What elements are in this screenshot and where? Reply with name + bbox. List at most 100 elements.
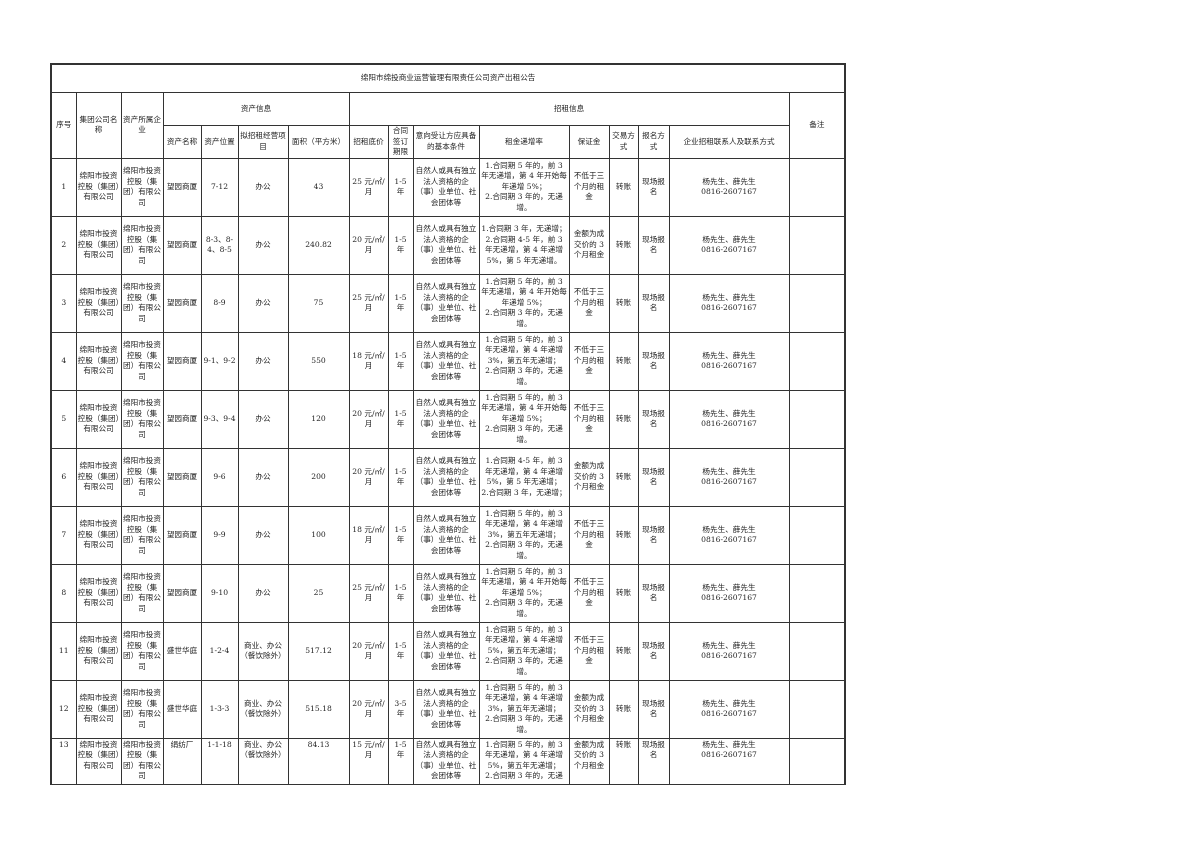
cell-signup: 现场报名 <box>637 563 670 623</box>
cell-asset-location: 9-3、9-4 <box>200 389 239 449</box>
cell-conditions: 自然人或具有独立法人资格的企（事）业单位、社会团体等 <box>412 447 480 507</box>
cell-contact: 杨先生、薛先生 0816-2607167 <box>668 505 790 565</box>
cell-contact: 杨先生、薛先生 0816-2607167 <box>668 621 790 681</box>
cell-increase: 1.合同期 5 年的，前 3 年无递增，第 4 年递增 3%，第五年无递增； 2… <box>478 505 570 565</box>
cell-conditions: 自然人或具有独立法人资格的企（事）业单位、社会团体等 <box>412 737 480 785</box>
header-group: 集团公司名称 <box>75 92 122 159</box>
table-row: 2 绵阳市投资控股（集团）有限公司 绵阳市投资控股（集团）有限公司 望园商厦 8-3、8… <box>50 215 847 275</box>
cell-business: 办公 <box>237 563 289 623</box>
cell-remark <box>788 215 847 275</box>
cell-owner: 绵阳市投资控股（集团）有限公司 <box>120 273 164 333</box>
header-lease-info: 招租信息 <box>348 92 790 126</box>
table-row: 6 绵阳市投资控股（集团）有限公司 绵阳市投资控股（集团）有限公司 望园商厦 9-6 办公… <box>50 447 847 507</box>
cell-signup: 现场报名 <box>637 447 670 507</box>
cell-term: 3-5 年 <box>387 679 414 739</box>
cell-term: 1-5 年 <box>387 331 414 391</box>
cell-trade: 转账 <box>608 621 639 681</box>
header-contact: 企业招租联系人及联系方式 <box>668 125 790 159</box>
cell-asset-name: 盛世华庭 <box>162 679 202 739</box>
header-asset-name: 资产名称 <box>162 125 202 159</box>
cell-signup: 现场报名 <box>637 737 670 785</box>
cell-increase: 1.合同期 5 年的，前 3 年无递增，第 4 年开始每年递增 5%； 2.合同… <box>478 389 570 449</box>
cell-remark <box>788 447 847 507</box>
cell-asset-location: 7-12 <box>200 157 239 217</box>
cell-base-price: 20 元/㎡/月 <box>348 621 389 681</box>
table-row: 11 绵阳市投资控股（集团）有限公司 绵阳市投资控股（集团）有限公司 盛世华庭 1-2-… <box>50 621 847 681</box>
cell-signup: 现场报名 <box>637 621 670 681</box>
cell-base-price: 20 元/㎡/月 <box>348 447 389 507</box>
cell-area: 550 <box>287 331 350 391</box>
cell-asset-name: 望园商厦 <box>162 563 202 623</box>
header-increase: 租金递增率 <box>478 125 570 159</box>
cell-remark <box>788 273 847 333</box>
cell-area: 240.82 <box>287 215 350 275</box>
cell-base-price: 25 元/㎡/月 <box>348 157 389 217</box>
cell-owner: 绵阳市投资控股（集团）有限公司 <box>120 563 164 623</box>
table-row: 8 绵阳市投资控股（集团）有限公司 绵阳市投资控股（集团）有限公司 望园商厦 9-10 办… <box>50 563 847 623</box>
cell-trade: 转账 <box>608 679 639 739</box>
cell-asset-location: 9-1、9-2 <box>200 331 239 391</box>
header-owner: 资产所属企业 <box>120 92 164 159</box>
cell-owner: 绵阳市投资控股（集团）有限公司 <box>120 505 164 565</box>
cell-term: 1-5 年 <box>387 215 414 275</box>
cell-signup: 现场报名 <box>637 505 670 565</box>
cell-group: 绵阳市投资控股（集团）有限公司 <box>75 737 122 785</box>
cell-conditions: 自然人或具有独立法人资格的企（事）业单位、社会团体等 <box>412 157 480 217</box>
cell-owner: 绵阳市投资控股（集团）有限公司 <box>120 679 164 739</box>
cell-conditions: 自然人或具有独立法人资格的企（事）业单位、社会团体等 <box>412 331 480 391</box>
cell-contact: 杨先生、薛先生 0816-2607167 <box>668 331 790 391</box>
cell-group: 绵阳市投资控股（集团）有限公司 <box>75 505 122 565</box>
cell-seq: 7 <box>50 505 77 565</box>
cell-base-price: 25 元/㎡/月 <box>348 273 389 333</box>
cell-area: 75 <box>287 273 350 333</box>
cell-base-price: 15 元/㎡/月 <box>348 737 389 785</box>
cell-seq: 5 <box>50 389 77 449</box>
cell-deposit: 金额为成交价的 3 个月租金 <box>568 737 610 785</box>
cell-owner: 绵阳市投资控股（集团）有限公司 <box>120 447 164 507</box>
cell-contact: 杨先生、薛先生 0816-2607167 <box>668 563 790 623</box>
cell-increase: 1.合同期 5 年的，前 3 年无递增，第 4 年递增 3%，第五年无递增； 2… <box>478 679 570 739</box>
cell-signup: 现场报名 <box>637 679 670 739</box>
cell-increase: 1.合同期 5 年的，前 3 年无递增，第 4 年开始每年递增 5%； 2.合同… <box>478 563 570 623</box>
cell-asset-location: 9-9 <box>200 505 239 565</box>
cell-trade: 转账 <box>608 331 639 391</box>
cell-seq: 6 <box>50 447 77 507</box>
cell-business: 办公 <box>237 505 289 565</box>
cell-trade: 转账 <box>608 447 639 507</box>
cell-term: 1-5 年 <box>387 389 414 449</box>
cell-base-price: 20 元/㎡/月 <box>348 389 389 449</box>
cell-business: 办公 <box>237 389 289 449</box>
cell-increase: 1.合同期 3 年，无递增；2.合同期 4-5 年，前 3 年无递增，第 4 年… <box>478 215 570 275</box>
cell-business: 办公 <box>237 215 289 275</box>
cell-seq: 11 <box>50 621 77 681</box>
cell-seq: 3 <box>50 273 77 333</box>
cell-increase: 1.合同期 5 年的，前 3 年无递增，第 4 年开始每年递增 5%； 2.合同… <box>478 157 570 217</box>
cell-contact: 杨先生、薛先生 0816-2607167 <box>668 737 790 785</box>
cell-remark <box>788 389 847 449</box>
cell-asset-location: 1-3-3 <box>200 679 239 739</box>
cell-asset-name: 绢纺厂 <box>162 737 202 785</box>
cell-seq: 4 <box>50 331 77 391</box>
document-title: 绵阳市绵投商业运营管理有限责任公司资产出租公告 <box>49 63 847 93</box>
cell-owner: 绵阳市投资控股（集团）有限公司 <box>120 389 164 449</box>
cell-asset-name: 望园商厦 <box>162 215 202 275</box>
cell-term: 1-5 年 <box>387 505 414 565</box>
cell-contact: 杨先生、薛先生 0816-2607167 <box>668 215 790 275</box>
cell-signup: 现场报名 <box>637 215 670 275</box>
cell-term: 1-5 年 <box>387 621 414 681</box>
cell-term: 1-5 年 <box>387 447 414 507</box>
cell-base-price: 20 元/㎡/月 <box>348 679 389 739</box>
cell-conditions: 自然人或具有独立法人资格的企（事）业单位、社会团体等 <box>412 621 480 681</box>
cell-remark <box>788 737 847 785</box>
cell-area: 200 <box>287 447 350 507</box>
cell-owner: 绵阳市投资控股（集团）有限公司 <box>120 215 164 275</box>
header-trade: 交易方式 <box>608 125 639 159</box>
cell-trade: 转账 <box>608 273 639 333</box>
header-signup: 报名方式 <box>637 125 670 159</box>
cell-trade: 转账 <box>608 215 639 275</box>
cell-asset-location: 9-10 <box>200 563 239 623</box>
cell-group: 绵阳市投资控股（集团）有限公司 <box>75 331 122 391</box>
cell-asset-name: 望园商厦 <box>162 273 202 333</box>
cell-owner: 绵阳市投资控股（集团）有限公司 <box>120 157 164 217</box>
cell-trade: 转账 <box>608 157 639 217</box>
